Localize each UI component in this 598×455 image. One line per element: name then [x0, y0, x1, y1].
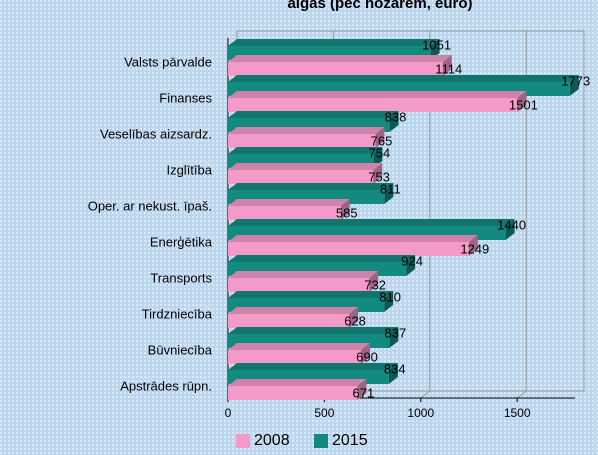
bar-side — [569, 75, 579, 96]
data-label: 732 — [364, 277, 386, 292]
bar-top — [228, 91, 527, 98]
bar-top — [228, 55, 452, 62]
bar-top — [228, 255, 416, 262]
bar-top — [228, 163, 383, 170]
data-label: 690 — [356, 349, 378, 364]
data-label: 628 — [344, 313, 366, 328]
bar-top — [228, 327, 399, 334]
bar-side — [361, 343, 371, 364]
legend-label: 2015 — [332, 432, 368, 449]
x-tick-label: 500 — [314, 406, 334, 420]
data-label: 838 — [385, 109, 407, 124]
bar-top — [228, 343, 371, 350]
data-label: 1114 — [435, 61, 462, 76]
bar — [228, 62, 443, 76]
data-label: 1773 — [561, 73, 590, 88]
bar-side — [373, 147, 383, 168]
data-label: 1249 — [460, 241, 489, 256]
data-label: 765 — [371, 133, 393, 148]
bar — [228, 170, 374, 184]
data-label: 811 — [380, 181, 401, 196]
bar-side — [349, 307, 359, 328]
grid-line — [516, 31, 527, 399]
bar-side — [389, 111, 399, 132]
bar-top — [228, 183, 394, 190]
y-tick-label: Izglītība — [166, 162, 212, 177]
bar-top — [228, 147, 383, 154]
bar — [228, 386, 358, 400]
y-tick-label: Veselības aizsardz. — [100, 126, 212, 141]
bar-top — [228, 199, 350, 206]
x-tick-label: 1000 — [407, 406, 434, 420]
y-tick-label: Transports — [150, 270, 212, 285]
bar-side — [369, 271, 379, 292]
data-label: 1501 — [509, 97, 538, 112]
bar-side — [406, 255, 416, 276]
bar-top — [228, 363, 398, 370]
data-label: 753 — [368, 169, 390, 184]
chart-title: algas (pēc nozarēm, euro) — [287, 0, 472, 12]
x-tick-label: 0 — [225, 406, 232, 420]
bar-top — [228, 39, 440, 46]
bar-side — [384, 291, 394, 312]
bar-side — [384, 183, 394, 204]
bar-top — [228, 379, 367, 386]
data-label: 1051 — [422, 37, 451, 52]
bar-side — [517, 91, 527, 112]
x-tick-label: 1500 — [504, 406, 531, 420]
y-tick-label: Oper. ar nekust. īpaš. — [88, 198, 212, 213]
bar-side — [388, 363, 398, 384]
legend-swatch — [236, 434, 250, 448]
bar-side — [442, 55, 452, 76]
data-label: 754 — [369, 145, 391, 160]
legend-swatch — [314, 434, 328, 448]
bar — [228, 134, 376, 148]
bar-side — [430, 39, 440, 60]
y-tick-label: Tirdzniecība — [142, 306, 213, 321]
y-tick-label: Enerģētika — [150, 234, 213, 249]
data-label: 671 — [353, 385, 375, 400]
data-label: 1440 — [497, 217, 526, 232]
bar — [228, 98, 518, 112]
data-label: 837 — [385, 325, 407, 340]
y-tick-label: Būvniecība — [148, 342, 213, 357]
bar — [228, 278, 370, 292]
bar-side — [375, 127, 385, 148]
bar-top — [228, 291, 394, 298]
data-label: 585 — [336, 205, 358, 220]
y-tick-label: Valsts pārvalde — [124, 54, 212, 69]
bar-top — [228, 271, 379, 278]
bar-side — [373, 163, 383, 184]
grid-line — [420, 31, 431, 399]
bar — [228, 350, 362, 364]
bar-top — [228, 307, 359, 314]
bar-side — [468, 235, 478, 256]
bar-side — [505, 219, 515, 240]
y-tick-label: Apstrādes rūpn. — [120, 378, 212, 393]
data-label: 924 — [401, 253, 423, 268]
bar-top — [228, 219, 515, 226]
bar-top — [228, 111, 399, 118]
data-label: 810 — [379, 289, 401, 304]
bar-top — [228, 127, 385, 134]
bar — [228, 314, 350, 328]
bar-side — [340, 199, 350, 220]
bar — [228, 206, 341, 220]
y-tick-label: Finanses — [159, 90, 212, 105]
data-label: 834 — [384, 361, 406, 376]
bar-side — [389, 327, 399, 348]
bar — [228, 242, 469, 256]
bar-top — [228, 75, 579, 82]
bar-side — [357, 379, 367, 400]
legend-label: 2008 — [254, 432, 290, 449]
bar-top — [228, 235, 478, 242]
